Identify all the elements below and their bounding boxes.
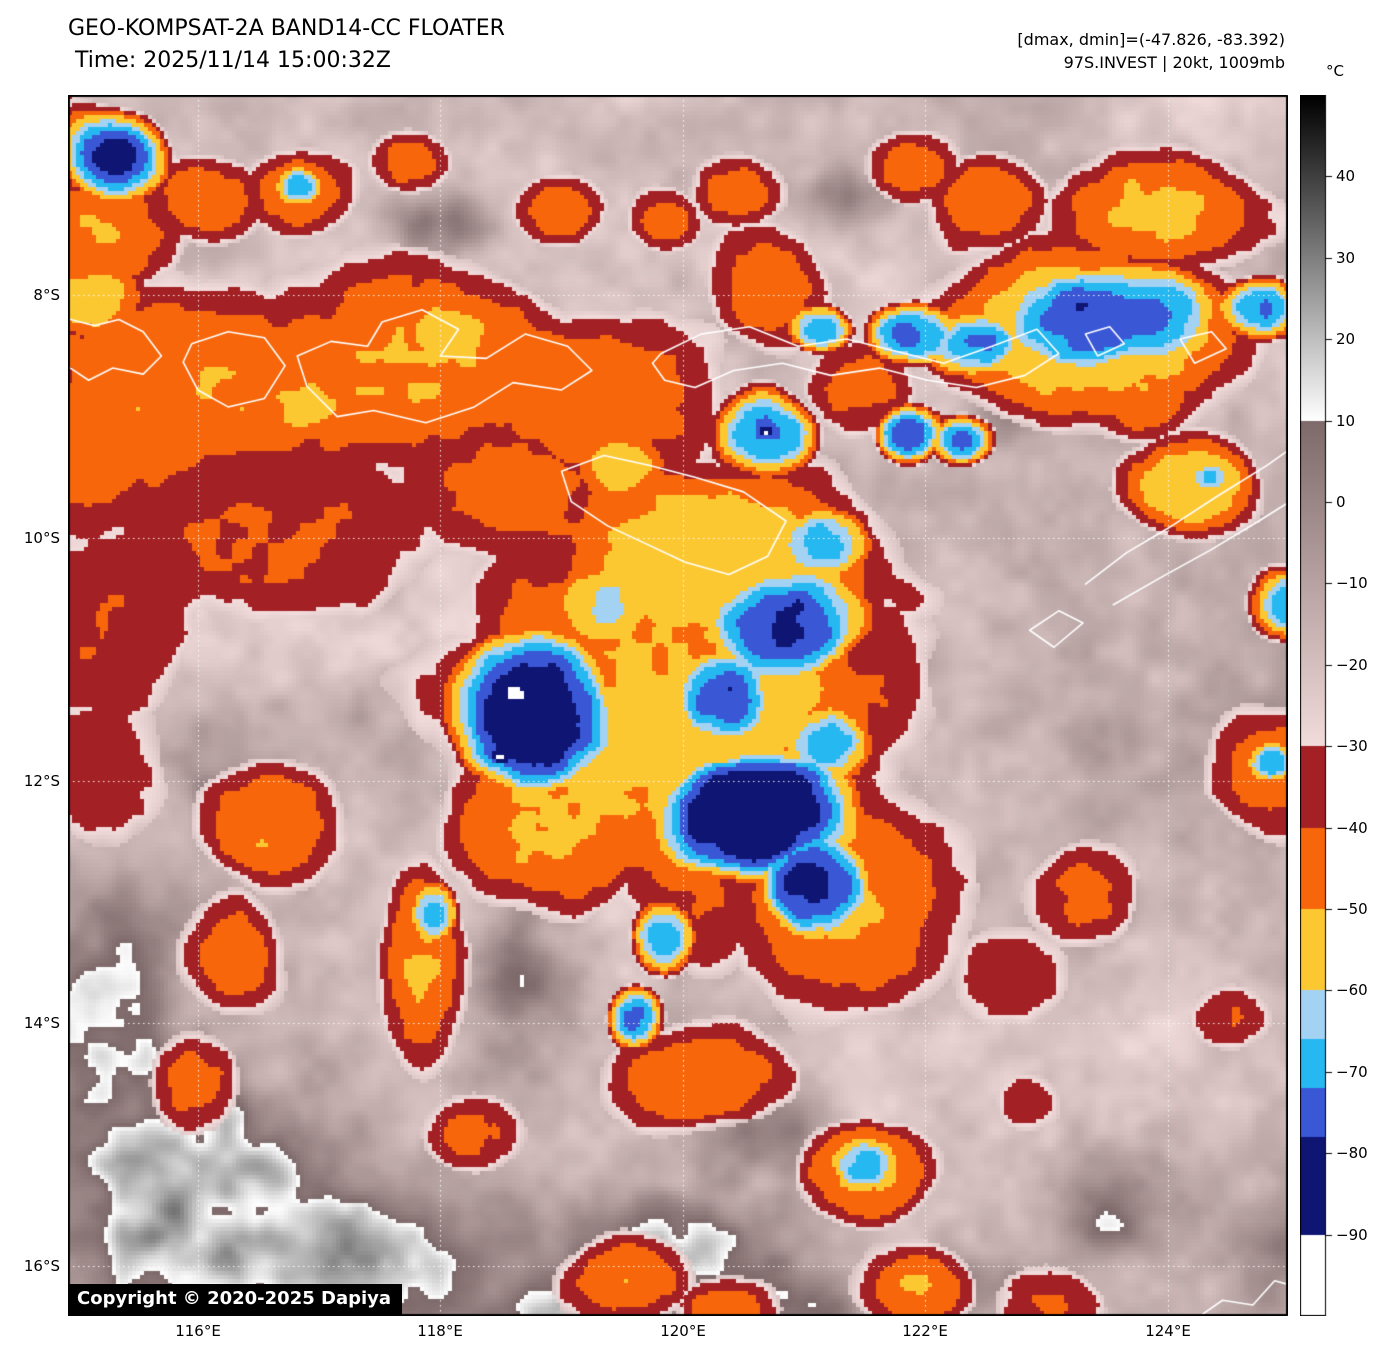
product-time: Time: 2025/11/14 15:00:32Z (75, 48, 391, 73)
colorbar (1300, 95, 1334, 1316)
lat-tick-label: 14°S (23, 1014, 60, 1032)
colorbar-tick-label: 0 (1336, 493, 1346, 511)
satellite-image-canvas (68, 95, 1288, 1316)
copyright-badge: Copyright © 2020-2025 Dapiya (68, 1284, 403, 1316)
dmax-dmin-annotation: [dmax, dmin]=(-47.826, -83.392) (1017, 30, 1285, 49)
satellite-map: Copyright © 2020-2025 Dapiya (68, 95, 1288, 1316)
colorbar-tick-label: −30 (1336, 737, 1368, 755)
colorbar-tick-label: 10 (1336, 412, 1356, 430)
lat-tick-label: 12°S (23, 772, 60, 790)
colorbar-tick-label: −80 (1336, 1144, 1368, 1162)
lat-tick-label: 10°S (23, 529, 60, 547)
lon-tick-label: 118°E (417, 1322, 463, 1340)
colorbar-tick-label: −40 (1336, 819, 1368, 837)
colorbar-tick-label: 20 (1336, 330, 1356, 348)
colorbar-tick-label: −20 (1336, 656, 1368, 674)
colorbar-tick-label: −60 (1336, 981, 1368, 999)
lon-tick-label: 122°E (902, 1322, 948, 1340)
lat-tick-label: 16°S (23, 1257, 60, 1275)
storm-info-annotation: 97S.INVEST | 20kt, 1009mb (1063, 53, 1285, 72)
colorbar-tick-label: −90 (1336, 1226, 1368, 1244)
lon-tick-label: 124°E (1145, 1322, 1191, 1340)
product-title: GEO-KOMPSAT-2A BAND14-CC FLOATER (68, 16, 505, 41)
colorbar-tick-label: 30 (1336, 249, 1356, 267)
colorbar-tick-label: −50 (1336, 900, 1368, 918)
colorbar-tick-label: 40 (1336, 167, 1356, 185)
colorbar-tick-label: −70 (1336, 1063, 1368, 1081)
colorbar-tick-label: −10 (1336, 574, 1368, 592)
colorbar-unit-label: °C (1326, 62, 1344, 80)
lon-tick-label: 120°E (660, 1322, 706, 1340)
lon-tick-label: 116°E (175, 1322, 221, 1340)
lat-tick-label: 8°S (33, 286, 60, 304)
